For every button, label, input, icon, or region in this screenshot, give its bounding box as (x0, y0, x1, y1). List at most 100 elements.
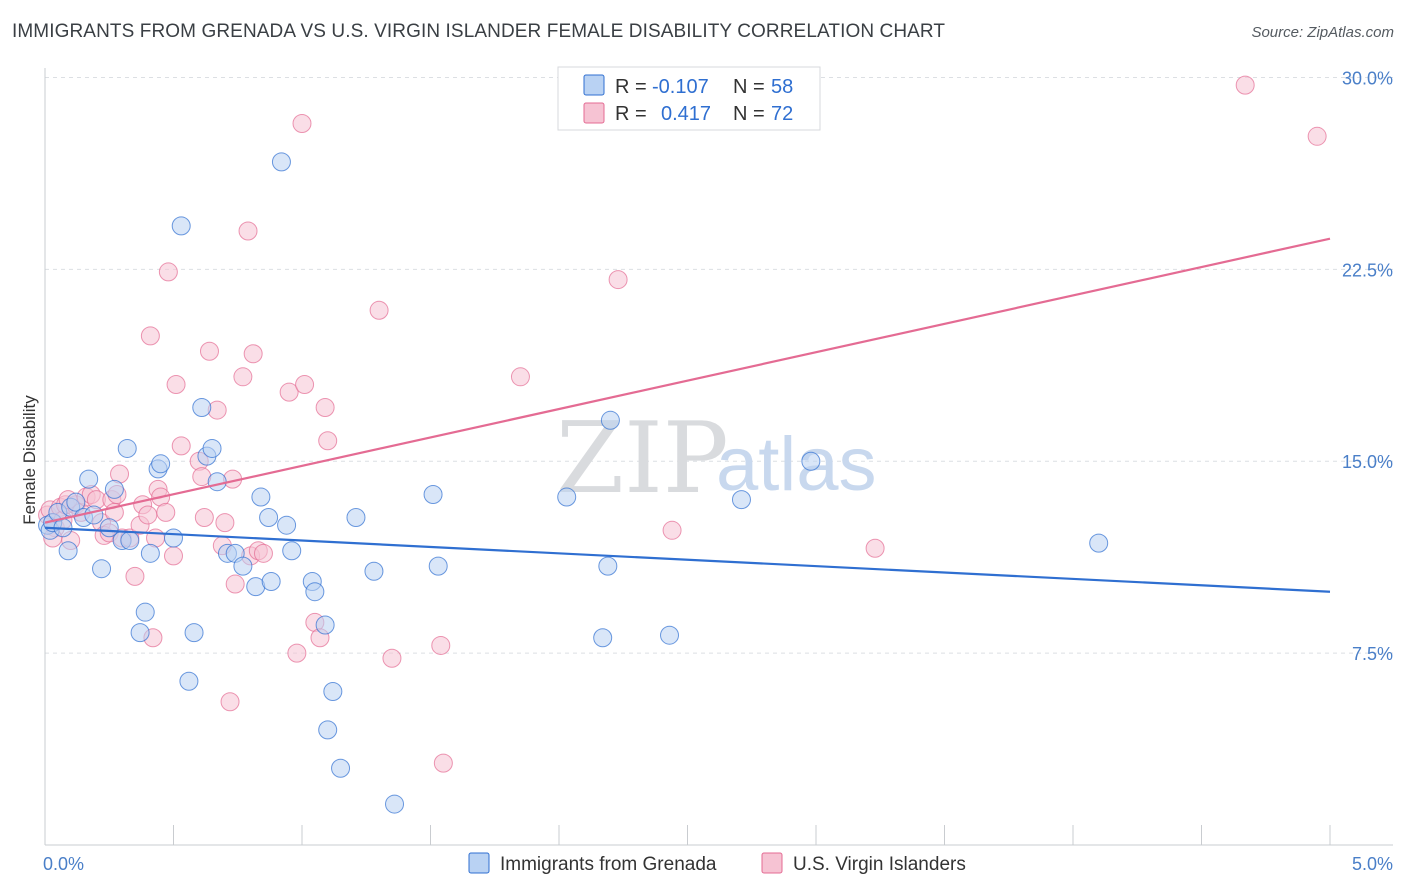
points-a-point-47 (364, 561, 384, 581)
points-b-point-38 (194, 508, 214, 528)
points-b-point-59 (318, 431, 338, 451)
points-a-point-37 (271, 152, 291, 172)
trend-line-virgin-islanders (44, 237, 1331, 524)
points-a-point-25 (184, 623, 204, 643)
points-a-point-42 (315, 615, 335, 635)
points-a-point-53 (598, 556, 618, 576)
points-a-point-19 (140, 543, 160, 563)
points-a-point-28 (202, 438, 222, 458)
points-a-point-43 (318, 720, 338, 740)
points-a-point-18 (135, 602, 155, 622)
trend-lines (44, 237, 1331, 593)
grid-lines (45, 76, 1393, 654)
points-a-point-15 (117, 438, 137, 458)
x-tick-label-max: 5.0% (1352, 854, 1393, 874)
points-b-point-52 (279, 382, 299, 402)
points-a-point-36 (261, 571, 281, 591)
correlation-legend: R = -0.107 N = 58 R = 0.417 N = 72 (557, 66, 821, 131)
trend-line-grenada (44, 526, 1331, 593)
points-a-point-45 (331, 758, 351, 778)
points-b-point-45 (225, 574, 245, 594)
points-b-point-66 (662, 520, 682, 540)
legend-swatch-blue (583, 74, 605, 96)
points-a-point-46 (346, 508, 366, 528)
points-b-point-68 (1235, 75, 1255, 95)
bottom-legend-label-grenada: Immigrants from Grenada (500, 854, 717, 875)
points-a-point-23 (171, 216, 191, 236)
legend-r-label-a: R = (615, 76, 647, 98)
points-b-point-64 (510, 367, 530, 387)
points-a-point-35 (259, 508, 279, 528)
points-a-point-58 (1089, 533, 1109, 553)
legend-n-value-b: 72 (771, 103, 793, 125)
points-b-point-58 (315, 398, 335, 418)
points-a-point-29 (207, 472, 227, 492)
points-b-point-32 (158, 262, 178, 282)
points-b-point-55 (295, 374, 315, 394)
points-a-point-7 (66, 492, 86, 512)
chart-title: IMMIGRANTS FROM GRENADA VS U.S. VIRGIN I… (12, 21, 946, 42)
points-a-point-52 (593, 628, 613, 648)
y-tick-label-1: 15.0% (1342, 452, 1393, 472)
points-b-point-62 (431, 635, 451, 655)
points-a-point-11 (92, 559, 112, 579)
points-b-point-54 (292, 114, 312, 134)
y-tick-label-3: 30.0% (1342, 68, 1393, 88)
points-b-point-31 (156, 502, 176, 522)
points-a-point-32 (233, 556, 253, 576)
x-tick-label-min: 0.0% (43, 854, 84, 874)
points-b-point-22 (125, 566, 145, 586)
bottom-legend-swatch-pink (761, 852, 783, 874)
points-a-point-17 (130, 623, 150, 643)
points-b-point-51 (253, 543, 273, 563)
points-a-point-55 (660, 625, 680, 645)
points-b-point-67 (865, 538, 885, 558)
points-a-point-56 (731, 490, 751, 510)
legend-r-label-b: R = (615, 103, 647, 125)
y-axis-label: Female Disability (20, 395, 39, 525)
points-b-point-69 (1307, 126, 1327, 146)
points-b-point-49 (243, 344, 263, 364)
points-a-point-22 (164, 528, 183, 548)
bottom-legend-swatch-blue (468, 852, 490, 874)
source-label: Source: ZipAtlas.com (1251, 24, 1394, 41)
series-legend: Immigrants from Grenada U.S. Virgin Isla… (468, 852, 966, 875)
points-a-point-38 (277, 515, 297, 535)
points-a-point-9 (79, 469, 99, 489)
points-b-point-65 (608, 270, 628, 290)
y-tick-label-2: 22.5% (1342, 260, 1393, 280)
points-b-point-33 (164, 546, 183, 566)
legend-r-value-a: -0.107 (652, 76, 709, 98)
points-b-point-63 (433, 753, 453, 773)
points-a-point-10 (84, 505, 104, 525)
points-a-point-57 (801, 451, 821, 471)
points-a-point-44 (323, 681, 343, 701)
points-a-point-26 (192, 398, 212, 418)
points-a-point-51 (557, 487, 577, 507)
legend-n-value-a: 58 (771, 76, 793, 98)
legend-n-label-b: N = (733, 103, 765, 125)
points-b-point-27 (140, 326, 160, 346)
points-a-point-49 (423, 484, 443, 504)
points-b-point-35 (171, 436, 191, 456)
points-a-point-50 (428, 556, 448, 576)
bottom-legend-label-virgin-islanders: U.S. Virgin Islanders (793, 854, 966, 875)
points-b-point-43 (220, 692, 240, 712)
legend-r-value-b: 0.417 (661, 103, 711, 125)
points-b-point-47 (238, 221, 258, 241)
points-b-point-39 (199, 341, 219, 361)
points-a-point-48 (385, 794, 405, 814)
points-a-point-41 (305, 582, 325, 602)
legend-swatch-pink (583, 102, 605, 124)
axes (44, 68, 1393, 846)
points-a-point-21 (151, 454, 171, 474)
points-a-point-24 (179, 671, 199, 691)
points-a-point-13 (104, 479, 124, 499)
points-b-point-25 (138, 505, 158, 525)
points-b-point-46 (233, 367, 253, 387)
points-b-point-42 (215, 513, 235, 533)
points-b-point-60 (369, 300, 389, 320)
points-b-point-34 (166, 374, 186, 394)
points-a-point-5 (58, 541, 78, 561)
y-tick-label-0: 7.5% (1352, 644, 1393, 664)
